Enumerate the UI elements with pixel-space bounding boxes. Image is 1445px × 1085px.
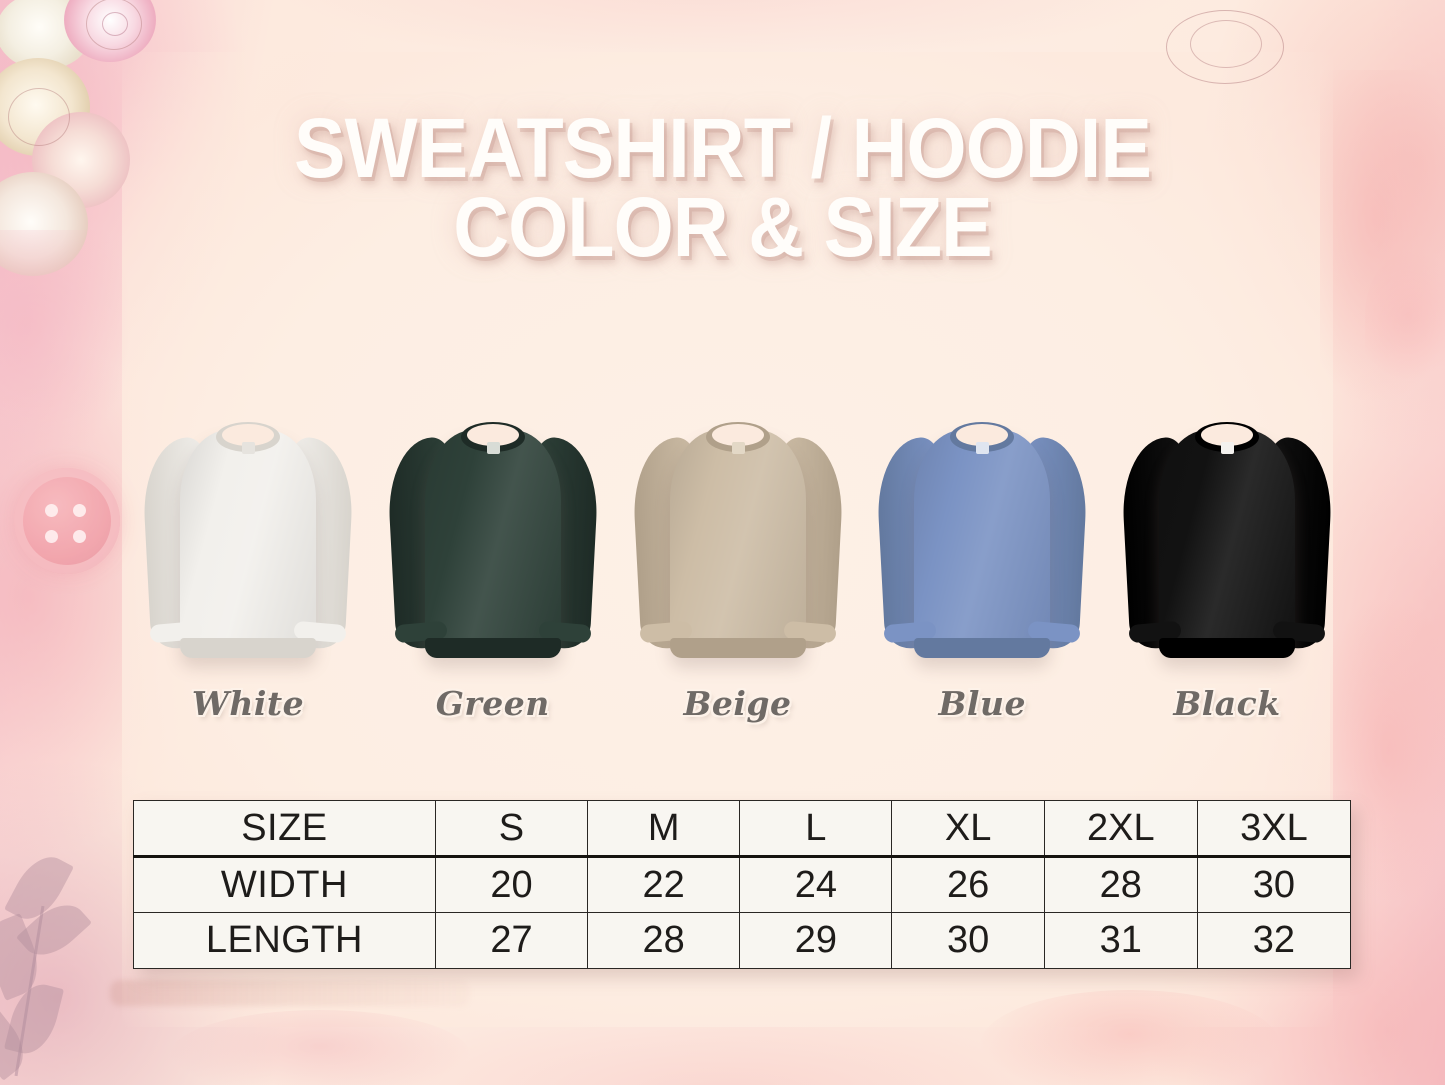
- shirt-neck-opening: [956, 424, 1009, 446]
- color-option-black[interactable]: Black: [1119, 410, 1335, 723]
- shirt-neck-tag: [1221, 442, 1234, 454]
- poster-title: SWEATSHIRT / HOODIE COLOR & SIZE: [0, 101, 1445, 275]
- shirt-neck-opening: [466, 424, 519, 446]
- header-cell-2xl: 2XL: [1043, 800, 1198, 858]
- shirt-neck-tag: [242, 442, 255, 454]
- table-row-length: LENGTH 27 28 29 30 31 32: [133, 912, 1352, 969]
- sweatshirt-image-green: [385, 410, 601, 678]
- row-label-length: LENGTH: [133, 912, 436, 969]
- sweatshirt-image-beige: [630, 410, 846, 678]
- color-option-beige[interactable]: Beige: [630, 410, 846, 723]
- color-option-blue[interactable]: Blue: [874, 410, 1090, 723]
- color-swatch-row: White Green: [140, 410, 1335, 723]
- table-row-width: WIDTH 20 22 24 26 28 30: [133, 856, 1352, 913]
- header-cell-s: S: [434, 800, 589, 858]
- width-2xl: 28: [1043, 856, 1198, 913]
- color-label-green: Green: [435, 684, 550, 723]
- shirt-neck-tag: [731, 442, 745, 454]
- sweatshirt-image-white: [140, 410, 356, 678]
- header-cell-l: L: [739, 800, 893, 858]
- length-l: 29: [739, 912, 893, 969]
- shirt-neck-tag: [976, 442, 990, 454]
- width-l: 24: [739, 856, 893, 913]
- header-cell-size: SIZE: [133, 800, 436, 858]
- shirt-body: [424, 430, 561, 658]
- width-s: 20: [434, 856, 589, 913]
- shirt-hem: [180, 638, 316, 658]
- shirt-neck-opening: [711, 424, 764, 446]
- shirt-shading: [1159, 430, 1295, 658]
- shirt-neck-tag: [486, 442, 500, 454]
- color-label-beige: Beige: [683, 684, 792, 723]
- shirt-neck-opening: [1201, 424, 1253, 446]
- length-2xl: 31: [1043, 912, 1198, 969]
- length-xl: 30: [891, 912, 1045, 969]
- shirt-body: [1159, 430, 1295, 658]
- header-cell-xl: XL: [891, 800, 1045, 858]
- shirt-shading: [669, 430, 806, 658]
- shirt-shading: [424, 430, 561, 658]
- size-chart-table: SIZE S M L XL 2XL 3XL WIDTH 20 22 24 26 …: [133, 800, 1352, 969]
- sweatshirt-image-black: [1119, 410, 1335, 678]
- size-chart-table-container: SIZE S M L XL 2XL 3XL WIDTH 20 22 24 26 …: [133, 800, 1352, 969]
- shirt-hem: [914, 638, 1051, 658]
- color-label-white: White: [191, 684, 305, 723]
- title-line-1: SWEATSHIRT / HOODIE: [294, 101, 1152, 195]
- sewing-button-icon: [14, 468, 120, 574]
- length-s: 27: [434, 912, 589, 969]
- width-m: 22: [587, 856, 741, 913]
- width-xl: 26: [891, 856, 1045, 913]
- length-m: 28: [587, 912, 741, 969]
- shirt-hem: [669, 638, 806, 658]
- sweatshirt-image-blue: [874, 410, 1090, 678]
- shirt-shading: [180, 430, 316, 658]
- color-option-white[interactable]: White: [140, 410, 356, 723]
- shirt-neck-opening: [222, 424, 274, 446]
- width-3xl: 30: [1196, 856, 1352, 913]
- color-option-green[interactable]: Green: [385, 410, 601, 723]
- shirt-body: [914, 430, 1051, 658]
- title-line-2: COLOR & SIZE: [453, 180, 992, 275]
- shirt-shading: [914, 430, 1051, 658]
- table-header-row: SIZE S M L XL 2XL 3XL: [133, 800, 1352, 858]
- color-label-black: Black: [1173, 684, 1281, 723]
- color-label-blue: Blue: [938, 684, 1026, 723]
- header-cell-3xl: 3XL: [1196, 800, 1352, 858]
- shirt-hem: [1159, 638, 1295, 658]
- header-cell-m: M: [587, 800, 741, 858]
- length-3xl: 32: [1196, 912, 1352, 969]
- shirt-body: [180, 430, 316, 658]
- shirt-hem: [424, 638, 561, 658]
- shirt-body: [669, 430, 806, 658]
- row-label-width: WIDTH: [133, 856, 436, 913]
